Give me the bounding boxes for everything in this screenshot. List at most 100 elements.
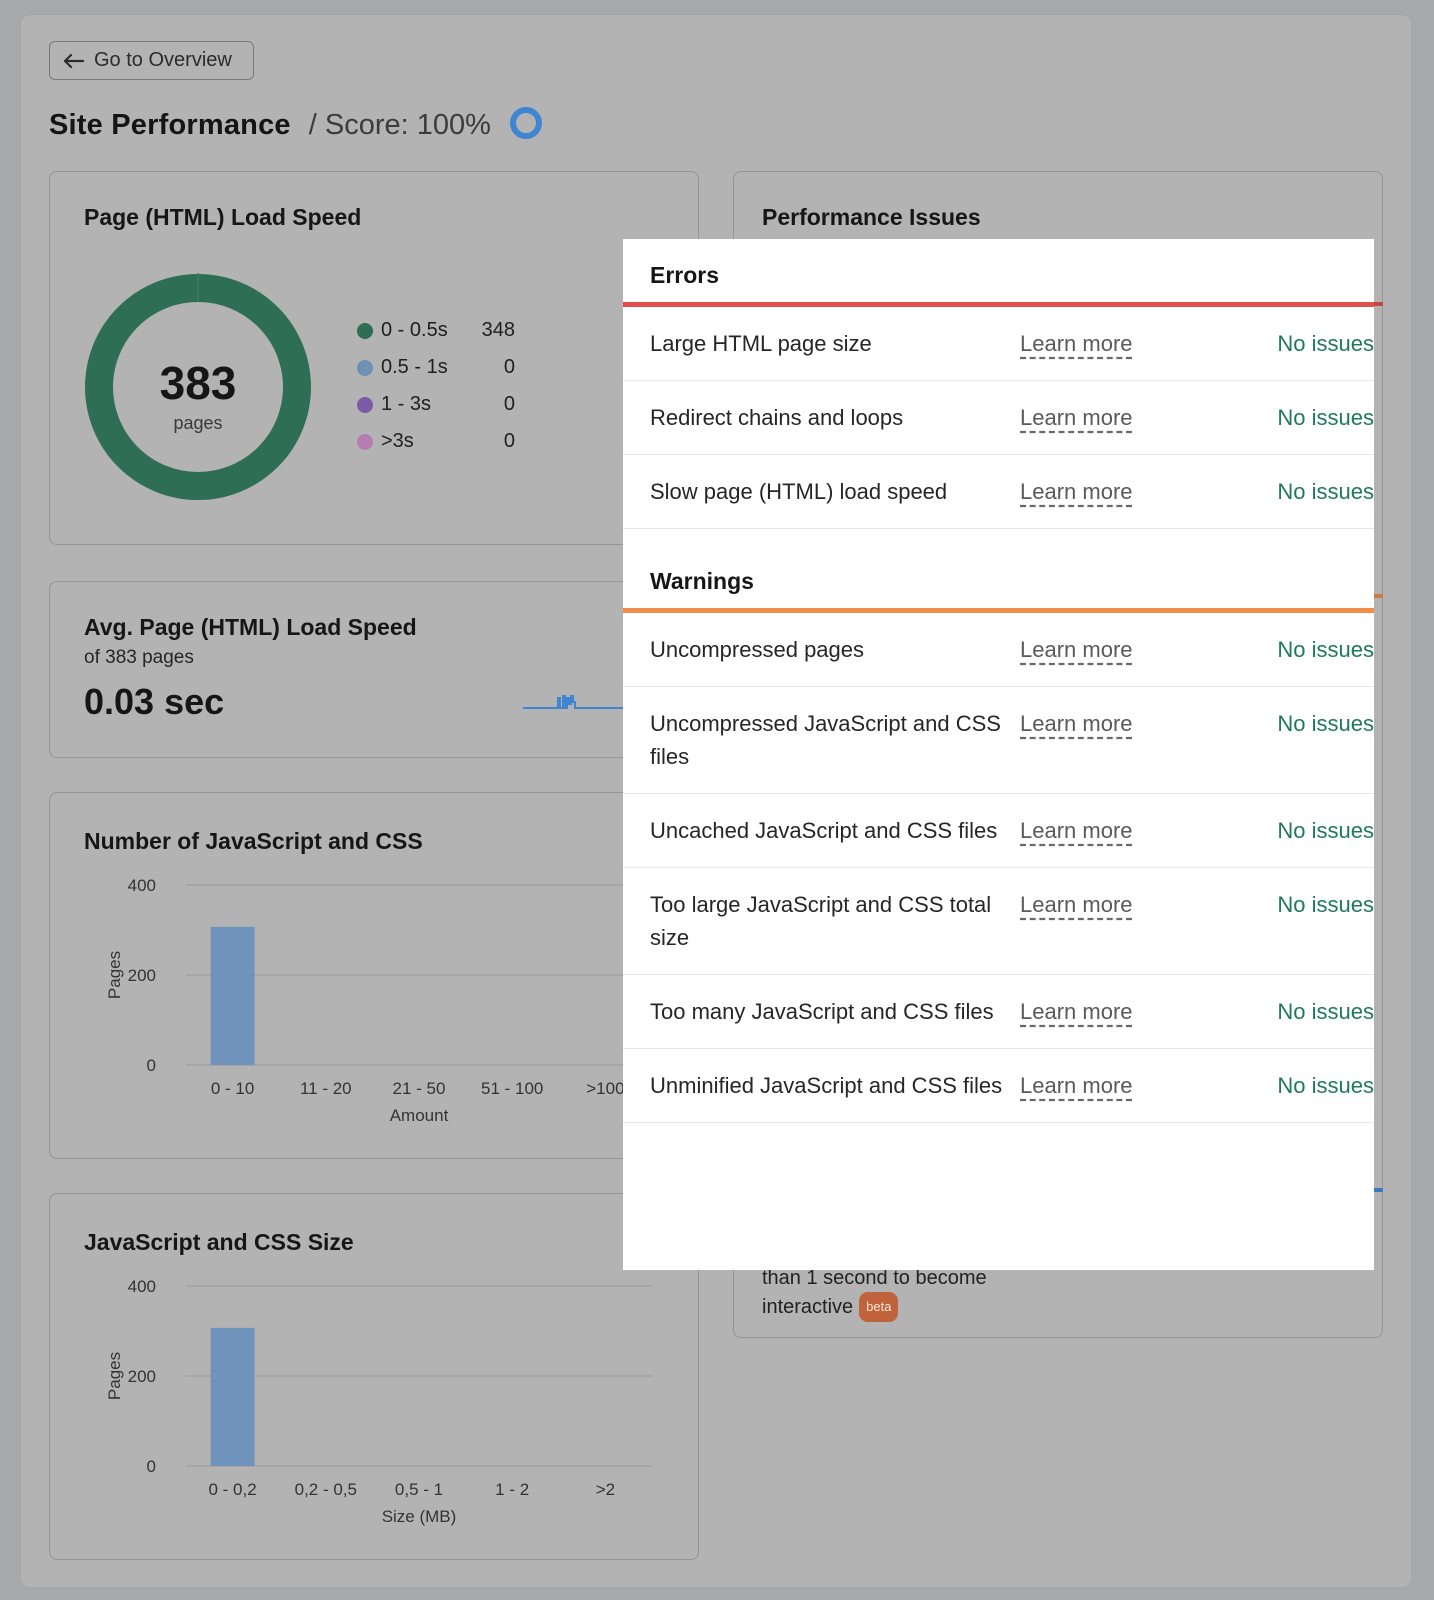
issue-row: Redirect chains and loops Learn more No is… bbox=[623, 381, 1374, 455]
avg-load-speed-value: 0.03 sec bbox=[84, 681, 225, 722]
load-speed-title: Page (HTML) Load Speed bbox=[84, 204, 362, 230]
legend-item: 1 - 3s 0 bbox=[357, 386, 515, 423]
issue-status: No issues bbox=[1277, 479, 1374, 504]
js-css-size-card: JavaScript and CSS Size 400 200 0 0 - 0,2 0,… bbox=[49, 1193, 699, 1560]
avg-load-speed-title: Avg. Page (HTML) Load Speed bbox=[84, 614, 417, 640]
y-tick-label: 400 bbox=[128, 876, 156, 895]
avg-load-speed-subtitle: of 383 pages bbox=[84, 647, 194, 668]
y-tick-label: 0 bbox=[147, 1056, 156, 1075]
legend-dot-icon bbox=[357, 322, 373, 339]
x-tick-label: 0,5 - 1 bbox=[395, 1480, 443, 1499]
legend-value: 0 bbox=[503, 393, 515, 415]
x-tick-label: 21 - 50 bbox=[393, 1079, 446, 1098]
issue-status: No issues bbox=[1277, 711, 1374, 736]
go-to-overview-label: Go to Overview bbox=[94, 49, 232, 71]
peek-notice-line bbox=[1374, 1188, 1383, 1192]
y-tick-label: 0 bbox=[147, 1457, 156, 1476]
issue-status: No issues bbox=[1277, 637, 1374, 662]
js-css-count-chart: 400 200 0 0 - 10 11 - 20 21 - 50 51 - 100 >100 A… bbox=[105, 876, 652, 1125]
bar bbox=[210, 926, 255, 1065]
issue-status: No issues bbox=[1277, 331, 1374, 356]
avg-load-speed-sparkline bbox=[523, 695, 643, 709]
page-title: Site Performance bbox=[49, 109, 291, 141]
issue-name: Uncompressed JavaScript and CSS files bbox=[650, 711, 1001, 769]
issue-row: Too many JavaScript and CSS files Learn m… bbox=[623, 975, 1374, 1049]
js-css-size-title: JavaScript and CSS Size bbox=[84, 1229, 354, 1255]
x-tick-label: 51 - 100 bbox=[481, 1079, 543, 1098]
donut-total: 383 bbox=[159, 357, 237, 409]
x-tick-label: 1 - 2 bbox=[495, 1480, 529, 1499]
load-speed-card: Page (HTML) Load Speed 383 pages 0 - 0.5… bbox=[49, 171, 699, 545]
x-tick-label: 0 - 10 bbox=[211, 1079, 254, 1098]
legend-dot-icon bbox=[357, 359, 373, 376]
learn-more-link[interactable]: Learn more bbox=[1020, 479, 1133, 504]
js-css-size-chart: 400 200 0 0 - 0,2 0,2 - 0,5 0,5 - 1 1 - 2 >2 Siz… bbox=[105, 1277, 652, 1526]
errors-bar bbox=[623, 302, 1374, 307]
x-tick-label: 0,2 - 0,5 bbox=[295, 1480, 357, 1499]
learn-more-link[interactable]: Learn more bbox=[1020, 892, 1133, 917]
issue-row: Large HTML page size Learn more No issues bbox=[623, 307, 1374, 381]
legend-dot-icon bbox=[357, 396, 373, 413]
issue-status: No issues bbox=[1277, 405, 1374, 430]
y-tick-label: 200 bbox=[128, 1367, 156, 1386]
issue-name: Redirect chains and loops bbox=[650, 405, 904, 430]
issue-name: Too large JavaScript and CSS total size bbox=[650, 892, 992, 950]
section-gap bbox=[623, 529, 1374, 569]
peek-warning-line bbox=[1374, 594, 1383, 598]
learn-more-link[interactable]: Learn more bbox=[1020, 1073, 1133, 1098]
load-speed-legend: 0 - 0.5s 348 0.5 - 1s 0 1 - 3s 0 >3s 0 bbox=[357, 312, 515, 460]
go-to-overview-button[interactable]: Go to Overview bbox=[49, 41, 254, 80]
x-tick-label: >2 bbox=[596, 1480, 615, 1499]
peek-text-line-1: than 1 second to become bbox=[762, 1267, 987, 1289]
beta-badge: beta bbox=[859, 1292, 899, 1322]
legend-item: >3s 0 bbox=[357, 423, 515, 460]
issue-row: Uncompressed pages Learn more No issues bbox=[623, 613, 1374, 687]
performance-issue-peek-text: than 1 second to become interactive beta bbox=[762, 1264, 987, 1322]
errors-list: Large HTML page size Learn more No issues R… bbox=[623, 307, 1374, 529]
y-tick-label: 200 bbox=[128, 966, 156, 985]
x-axis-label: Amount bbox=[390, 1106, 449, 1125]
errors-heading: Errors bbox=[650, 262, 720, 288]
score-ring-icon bbox=[509, 106, 543, 145]
x-axis-label: Size (MB) bbox=[382, 1507, 457, 1526]
warnings-list: Uncompressed pages Learn more No issues Unc… bbox=[623, 613, 1374, 1123]
issue-row: Uncompressed JavaScript and CSS files Lea… bbox=[623, 687, 1374, 794]
legend-value: 348 bbox=[481, 319, 515, 341]
legend-value: 0 bbox=[503, 430, 515, 452]
issue-status: No issues bbox=[1277, 1073, 1374, 1098]
legend-label: 1 - 3s bbox=[381, 393, 432, 415]
x-tick-label: 11 - 20 bbox=[300, 1079, 352, 1098]
score-text: / Score: 100% bbox=[308, 109, 491, 141]
legend-value: 0 bbox=[503, 356, 515, 378]
issue-status: No issues bbox=[1277, 999, 1374, 1024]
legend-item: 0.5 - 1s 0 bbox=[357, 349, 515, 386]
issue-name: Unminified JavaScript and CSS files bbox=[650, 1073, 1003, 1098]
learn-more-link[interactable]: Learn more bbox=[1020, 405, 1133, 430]
issue-name: Too many JavaScript and CSS files bbox=[650, 999, 994, 1024]
arrow-left-icon bbox=[62, 53, 84, 69]
issue-name: Large HTML page size bbox=[650, 331, 872, 356]
peek-text-line-2: interactive bbox=[762, 1296, 854, 1318]
bar bbox=[210, 1327, 255, 1466]
learn-more-link[interactable]: Learn more bbox=[1020, 711, 1133, 736]
donut-unit: pages bbox=[173, 413, 223, 433]
legend-item: 0 - 0.5s 348 bbox=[357, 312, 515, 349]
warnings-heading: Warnings bbox=[650, 568, 754, 594]
y-axis-label: Pages bbox=[105, 1352, 124, 1400]
warnings-bar bbox=[623, 608, 1374, 613]
issue-status: No issues bbox=[1277, 818, 1374, 843]
avg-load-speed-card: Avg. Page (HTML) Load Speed of 383 pages… bbox=[49, 581, 699, 758]
legend-label: 0 - 0.5s bbox=[381, 319, 448, 341]
learn-more-link[interactable]: Learn more bbox=[1020, 818, 1133, 843]
issue-name: Slow page (HTML) load speed bbox=[650, 479, 948, 504]
legend-dot-icon bbox=[357, 433, 373, 450]
y-axis-label: Pages bbox=[105, 951, 124, 999]
peek-error-line bbox=[1374, 302, 1383, 306]
title-row: Site Performance / Score: 100% bbox=[49, 106, 543, 145]
learn-more-link[interactable]: Learn more bbox=[1020, 637, 1133, 662]
load-speed-donut bbox=[85, 273, 311, 500]
learn-more-link[interactable]: Learn more bbox=[1020, 331, 1133, 356]
learn-more-link[interactable]: Learn more bbox=[1020, 999, 1133, 1024]
issue-name: Uncached JavaScript and CSS files bbox=[650, 818, 998, 843]
issue-row: Slow page (HTML) load speed Learn more No … bbox=[623, 455, 1374, 529]
